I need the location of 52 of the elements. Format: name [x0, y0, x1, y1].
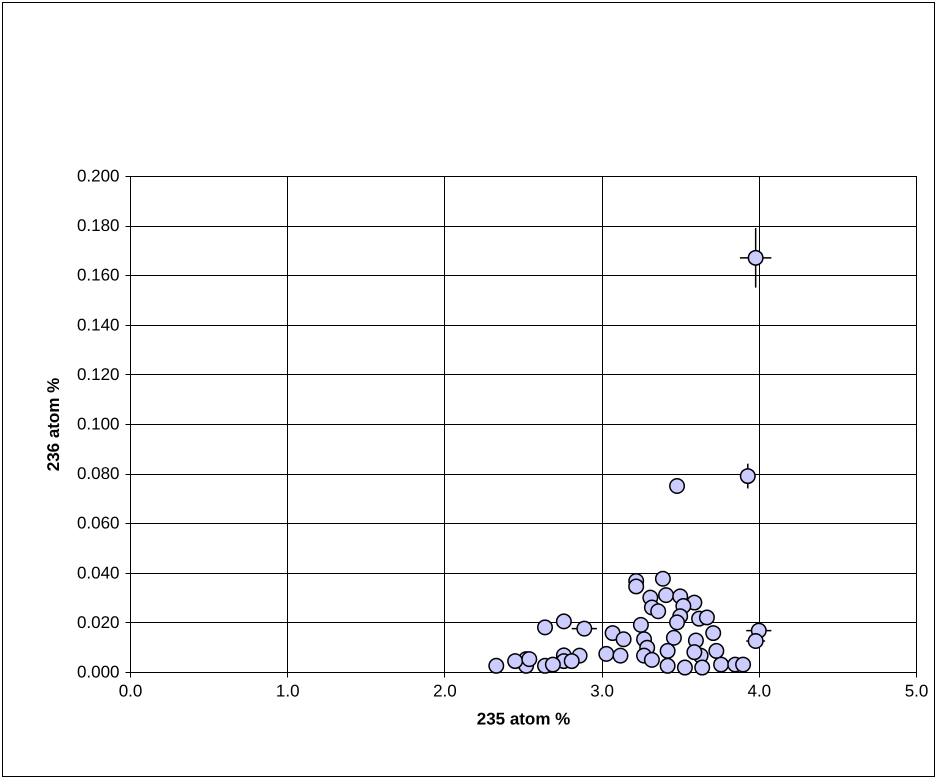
point [598, 646, 614, 662]
point [713, 656, 730, 673]
point [735, 656, 752, 673]
point [612, 648, 628, 664]
point [748, 633, 764, 649]
point [521, 651, 538, 668]
point [666, 630, 682, 646]
y-tick-label: 0.020 [76, 612, 120, 632]
x-tick-label: 2.0 [433, 682, 457, 700]
point [694, 660, 710, 676]
y-tick-label: 0.080 [76, 464, 120, 484]
y-tick-label: 0.140 [76, 315, 120, 334]
point [654, 570, 671, 587]
point [544, 656, 561, 673]
point [748, 250, 764, 266]
point [632, 616, 649, 633]
point [740, 468, 756, 484]
x-tick-label: 4.0 [747, 682, 772, 700]
y-tick-label: 0.180 [76, 216, 120, 236]
y-tick-label: 0.060 [76, 514, 120, 533]
x-tick-label: 1.0 [276, 682, 300, 700]
point [658, 587, 674, 604]
point [660, 658, 676, 674]
point [669, 478, 686, 494]
point [686, 644, 702, 660]
point [616, 631, 632, 648]
point [705, 625, 722, 642]
point [698, 609, 715, 626]
point [676, 660, 693, 676]
y-tick-label: 0.100 [76, 414, 120, 434]
y-tick-label: 0.200 [76, 166, 120, 186]
point [650, 603, 666, 620]
x-tick-label: 3.0 [590, 682, 614, 700]
point [564, 653, 580, 670]
point [556, 613, 572, 630]
x-axis-title: 235 atom % [476, 710, 570, 728]
x-tick-label: 0.0 [118, 682, 142, 700]
point [660, 642, 676, 659]
point [507, 653, 524, 670]
y-tick-label: 0.120 [76, 364, 120, 384]
y-tick-label: 0.000 [76, 662, 120, 682]
point [537, 619, 554, 636]
y-tick-label: 0.160 [76, 266, 120, 285]
point [628, 578, 644, 594]
x-tick-label: 5.0 [904, 682, 928, 700]
y-axis-title: 236 atom % [44, 378, 63, 472]
y-tick-label: 0.040 [76, 563, 120, 582]
point [488, 658, 504, 674]
point [644, 652, 660, 668]
point [708, 642, 724, 659]
point [576, 620, 592, 637]
point [669, 614, 686, 630]
